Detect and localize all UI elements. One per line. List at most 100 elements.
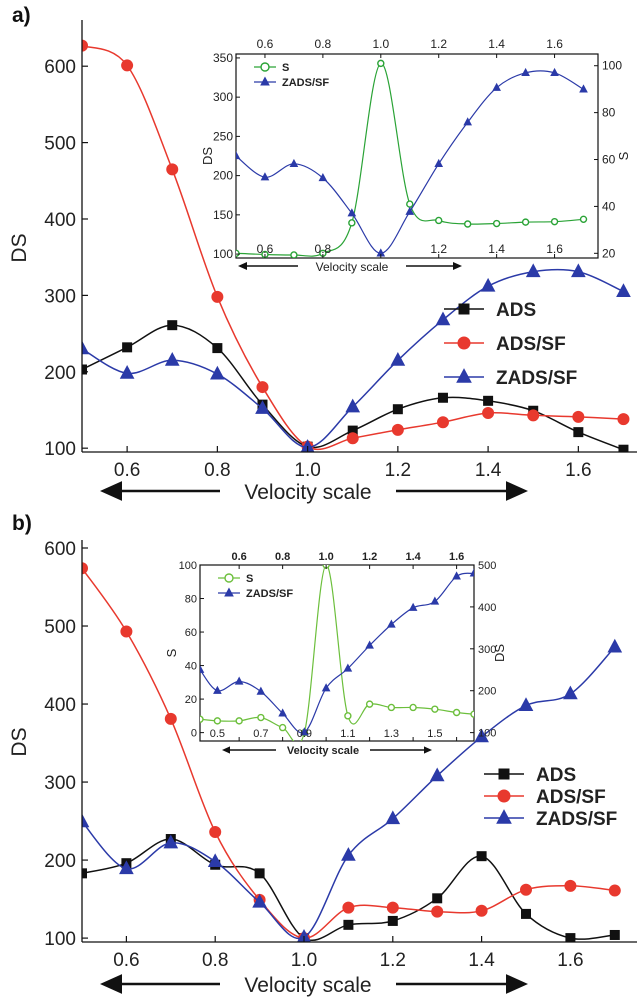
panel-b-point-zadssf-11	[563, 685, 578, 700]
panel-b-inset-yl-tick-label: 0	[191, 728, 197, 740]
panel-b-inset-point-zadssf-10	[408, 602, 418, 611]
panel-a-inset-x-axis-label: Velocity scale	[316, 260, 389, 274]
panel-b-inset-point-zadssf-0	[200, 664, 205, 673]
panel-a-x-arrow-left-head	[100, 481, 122, 501]
panel-a-inset-x-axis-label-bg	[298, 259, 406, 273]
panel-b-inset-point-s-11	[431, 705, 439, 713]
panel-b-point-zadssf-9	[474, 728, 489, 743]
panel-a-point-zadssf-10	[525, 263, 541, 278]
panel-b-point-zadssf-1	[119, 860, 134, 875]
panel-a-inset-yl-tick-label: 350	[213, 51, 233, 65]
panel-a-point-zadssf-9	[480, 277, 496, 292]
panel-b-inset-point-zadssf-13	[469, 568, 474, 577]
panel-a-inset-x-bottom-label: 1.6	[546, 242, 563, 256]
panel-b-inset-x-top-label: 0.6	[231, 551, 246, 563]
panel-b-inset-series-group	[200, 565, 474, 741]
panel-a-inset-point-zadssf-6	[405, 206, 415, 215]
panel-a-inset-yl-tick-label: 250	[213, 129, 233, 143]
panel-a-point-ads-0	[82, 364, 87, 375]
panel-a-point-zadssf-3	[210, 365, 225, 380]
panel-a-inset-yr-tick-label: 40	[602, 199, 616, 213]
panel-b-point-adssf-10	[520, 883, 532, 896]
panel-b-inset-series-s-line	[200, 565, 474, 741]
panel-b-point-zadssf-12	[607, 638, 623, 653]
panel-b-y-tick-label: 500	[44, 617, 76, 638]
panel-b-point-zadssf-8	[429, 767, 445, 782]
panel-b-inset-point-s-9	[387, 703, 396, 712]
panel-b-x-arrow-left-head	[100, 974, 122, 994]
panel-a-y-tick-label: 600	[44, 57, 76, 78]
panel-a-inset-series-group	[236, 59, 588, 258]
panel-a-point-ads-2	[167, 320, 178, 331]
panel-b-x-axis-label: Velocity scale	[244, 974, 371, 997]
panel-a-point-zadssf-11	[571, 263, 586, 278]
panel-b-point-ads-6	[343, 919, 354, 930]
panel-b-point-ads-12	[609, 929, 620, 940]
panel-b-point-ads-8	[432, 893, 443, 904]
panel-a-legend-label-0: ADS	[496, 300, 536, 321]
panel-a-inset-x-arrow-right-head	[453, 261, 462, 271]
panel-a-plot: a) 100 200 300 400 500 600 0.6 0.8 1.0 1.2 1.4 1.6 DS…	[8, 4, 637, 504]
panel-b-inset-left-axis-label: S	[164, 648, 179, 657]
panel-a-point-zadssf-6	[345, 398, 361, 413]
panel-a-inset-point-zadssf-7	[434, 158, 444, 167]
panel-a-inset-yl-tick-label: 200	[213, 169, 233, 183]
panel-b-inset-yl-tick-label: 60	[185, 627, 197, 639]
panel-a-inset-point-zadssf-8	[463, 117, 473, 126]
panel-b-inset-point-zadssf-9	[387, 619, 396, 628]
panel-a-inset-point-s-12	[579, 215, 588, 224]
panel-b-x-tick-label: 1.6	[557, 950, 583, 971]
panel-b-inset-point-zadssf-2	[234, 676, 244, 685]
panel-b-y-tick-label: 100	[44, 929, 76, 950]
panel-a-inset-x-top-label: 0.8	[315, 37, 332, 51]
panel-a-inset-point-zadssf-10	[521, 67, 530, 76]
panel-b-inset-point-s-8	[365, 700, 374, 708]
panel-a-x-tick-label: 1.4	[475, 460, 502, 481]
panel-b-inset-x-top-label: 1.6	[449, 551, 464, 563]
panel-b-point-ads-0	[82, 868, 87, 879]
panel-b-inset-point-zadssf-1	[213, 685, 222, 694]
panel-b-inset-point-s-2	[235, 717, 243, 725]
panel-a-y-tick-label: 300	[44, 286, 76, 307]
panel-a-series-zadssf-line	[82, 268, 624, 449]
panel-b-point-zadssf-10	[518, 697, 534, 712]
panel-a-point-adssf-8	[436, 416, 449, 429]
panel-b-legend-label-2: ZADS/SF	[536, 809, 617, 830]
panel-a-point-adssf-7	[391, 423, 404, 436]
panel-b-inset-point-zadssf-5	[300, 727, 309, 736]
panel-a-legend-marker-2	[456, 368, 472, 383]
panel-b-point-adssf-12	[608, 884, 621, 897]
panel-a-inset-x-bottom-label: 1.2	[430, 242, 447, 256]
panel-a-inset-x-arrow-left-head	[238, 261, 247, 271]
panel-b-inset-yr-tick-label: 500	[478, 560, 496, 572]
panel-a-inset-legend-label-1: ZADS/SF	[282, 77, 329, 89]
panel-a-inset-point-s-11	[550, 217, 559, 226]
panel-a-inset-point-s-5	[377, 59, 385, 68]
panel-a-inset: 100 150 200 250 300 350 20 40 60 80 100 0.6 0.6 0.8 0.…	[200, 37, 631, 275]
panel-a-point-adssf-4	[256, 381, 269, 394]
panel-a-x-tick-label: 1.0	[294, 460, 320, 481]
panel-a-inset-yl-tick-label: 100	[213, 247, 233, 261]
panel-b-inset-point-s-3	[257, 713, 265, 722]
panel-a-inset-point-zadssf-11	[550, 67, 559, 76]
panel-a-x-axis-label: Velocity scale	[244, 481, 371, 504]
panel-a-inset-yl-tick-label: 300	[213, 90, 233, 104]
panel-b-legend-label-0: ADS	[536, 765, 576, 786]
panel-a-inset-x-bottom-label: 0.6	[257, 242, 274, 256]
panel-b-point-zadssf-2	[163, 834, 179, 849]
panel-b-point-adssf-2	[164, 712, 177, 725]
panel-b-inset-x-arrow-right-head	[424, 746, 432, 754]
panel-b-point-adssf-6	[342, 901, 355, 914]
panel-b-y-tick-label: 300	[44, 773, 76, 794]
panel-a-inset-point-zadssf-3	[318, 173, 328, 182]
panel-b-inset-yr-tick-label: 100	[478, 728, 496, 740]
panel-a-inset-x-top-label: 1.0	[372, 37, 389, 51]
panel-a-inset-point-zadssf-12	[579, 84, 588, 93]
panel-b-inset-point-zadssf-4	[278, 708, 287, 717]
panel-b-point-adssf-0	[82, 562, 88, 575]
panel-a-y-tick-label: 200	[44, 363, 76, 384]
panel-b-point-zadssf-6	[341, 847, 356, 861]
panel-a-point-ads-3	[212, 343, 223, 354]
